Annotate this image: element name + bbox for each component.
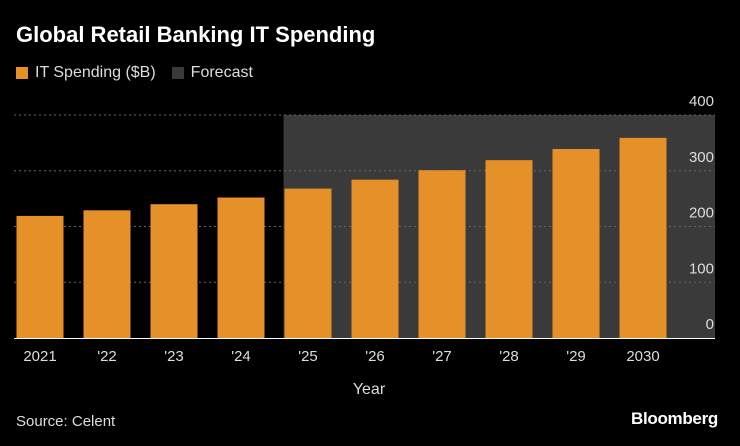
bar-9 <box>619 137 667 338</box>
legend-swatch-spending <box>16 67 28 79</box>
x-tick-label-1: '22 <box>97 348 117 365</box>
x-tick-label-6: '27 <box>432 348 452 365</box>
bar-7 <box>485 160 533 338</box>
x-tick-label-9: 2030 <box>626 348 659 365</box>
legend: IT Spending ($B) Forecast <box>16 64 269 82</box>
y-tick-label-0: 0 <box>706 316 714 333</box>
bar-0 <box>16 215 64 338</box>
x-tick-label-5: '26 <box>365 348 385 365</box>
y-tick-label-100: 100 <box>689 260 714 277</box>
x-tick-label-4: '25 <box>298 348 318 365</box>
legend-item-forecast: Forecast <box>171 64 253 82</box>
bar-2 <box>150 204 198 338</box>
x-axis-title: Year <box>353 381 386 398</box>
legend-swatch-forecast <box>171 67 184 79</box>
bar-3 <box>217 197 265 338</box>
x-tick-label-8: '29 <box>566 348 586 365</box>
legend-item-spending: IT Spending ($B) <box>16 64 156 82</box>
bar-5 <box>351 179 399 338</box>
bloomberg-logo: Bloomberg <box>630 409 718 428</box>
x-tick-label-7: '28 <box>499 348 519 365</box>
legend-label-spending: IT Spending ($B) <box>35 64 156 81</box>
y-tick-label-300: 300 <box>689 149 714 166</box>
y-tick-label-200: 200 <box>689 205 714 222</box>
bar-1 <box>83 210 131 338</box>
bar-6 <box>418 170 466 338</box>
x-tick-label-0: 2021 <box>23 348 56 365</box>
x-tick-label-2: '23 <box>164 348 184 365</box>
legend-label-forecast: Forecast <box>190 64 253 81</box>
chart-title: Global Retail Banking IT Spending <box>16 22 376 47</box>
y-tick-label-400: 400 <box>689 93 714 110</box>
source-note: Source: Celent <box>16 413 116 430</box>
bar-4 <box>284 188 332 338</box>
bar-8 <box>552 149 600 338</box>
x-tick-label-3: '24 <box>231 348 251 365</box>
